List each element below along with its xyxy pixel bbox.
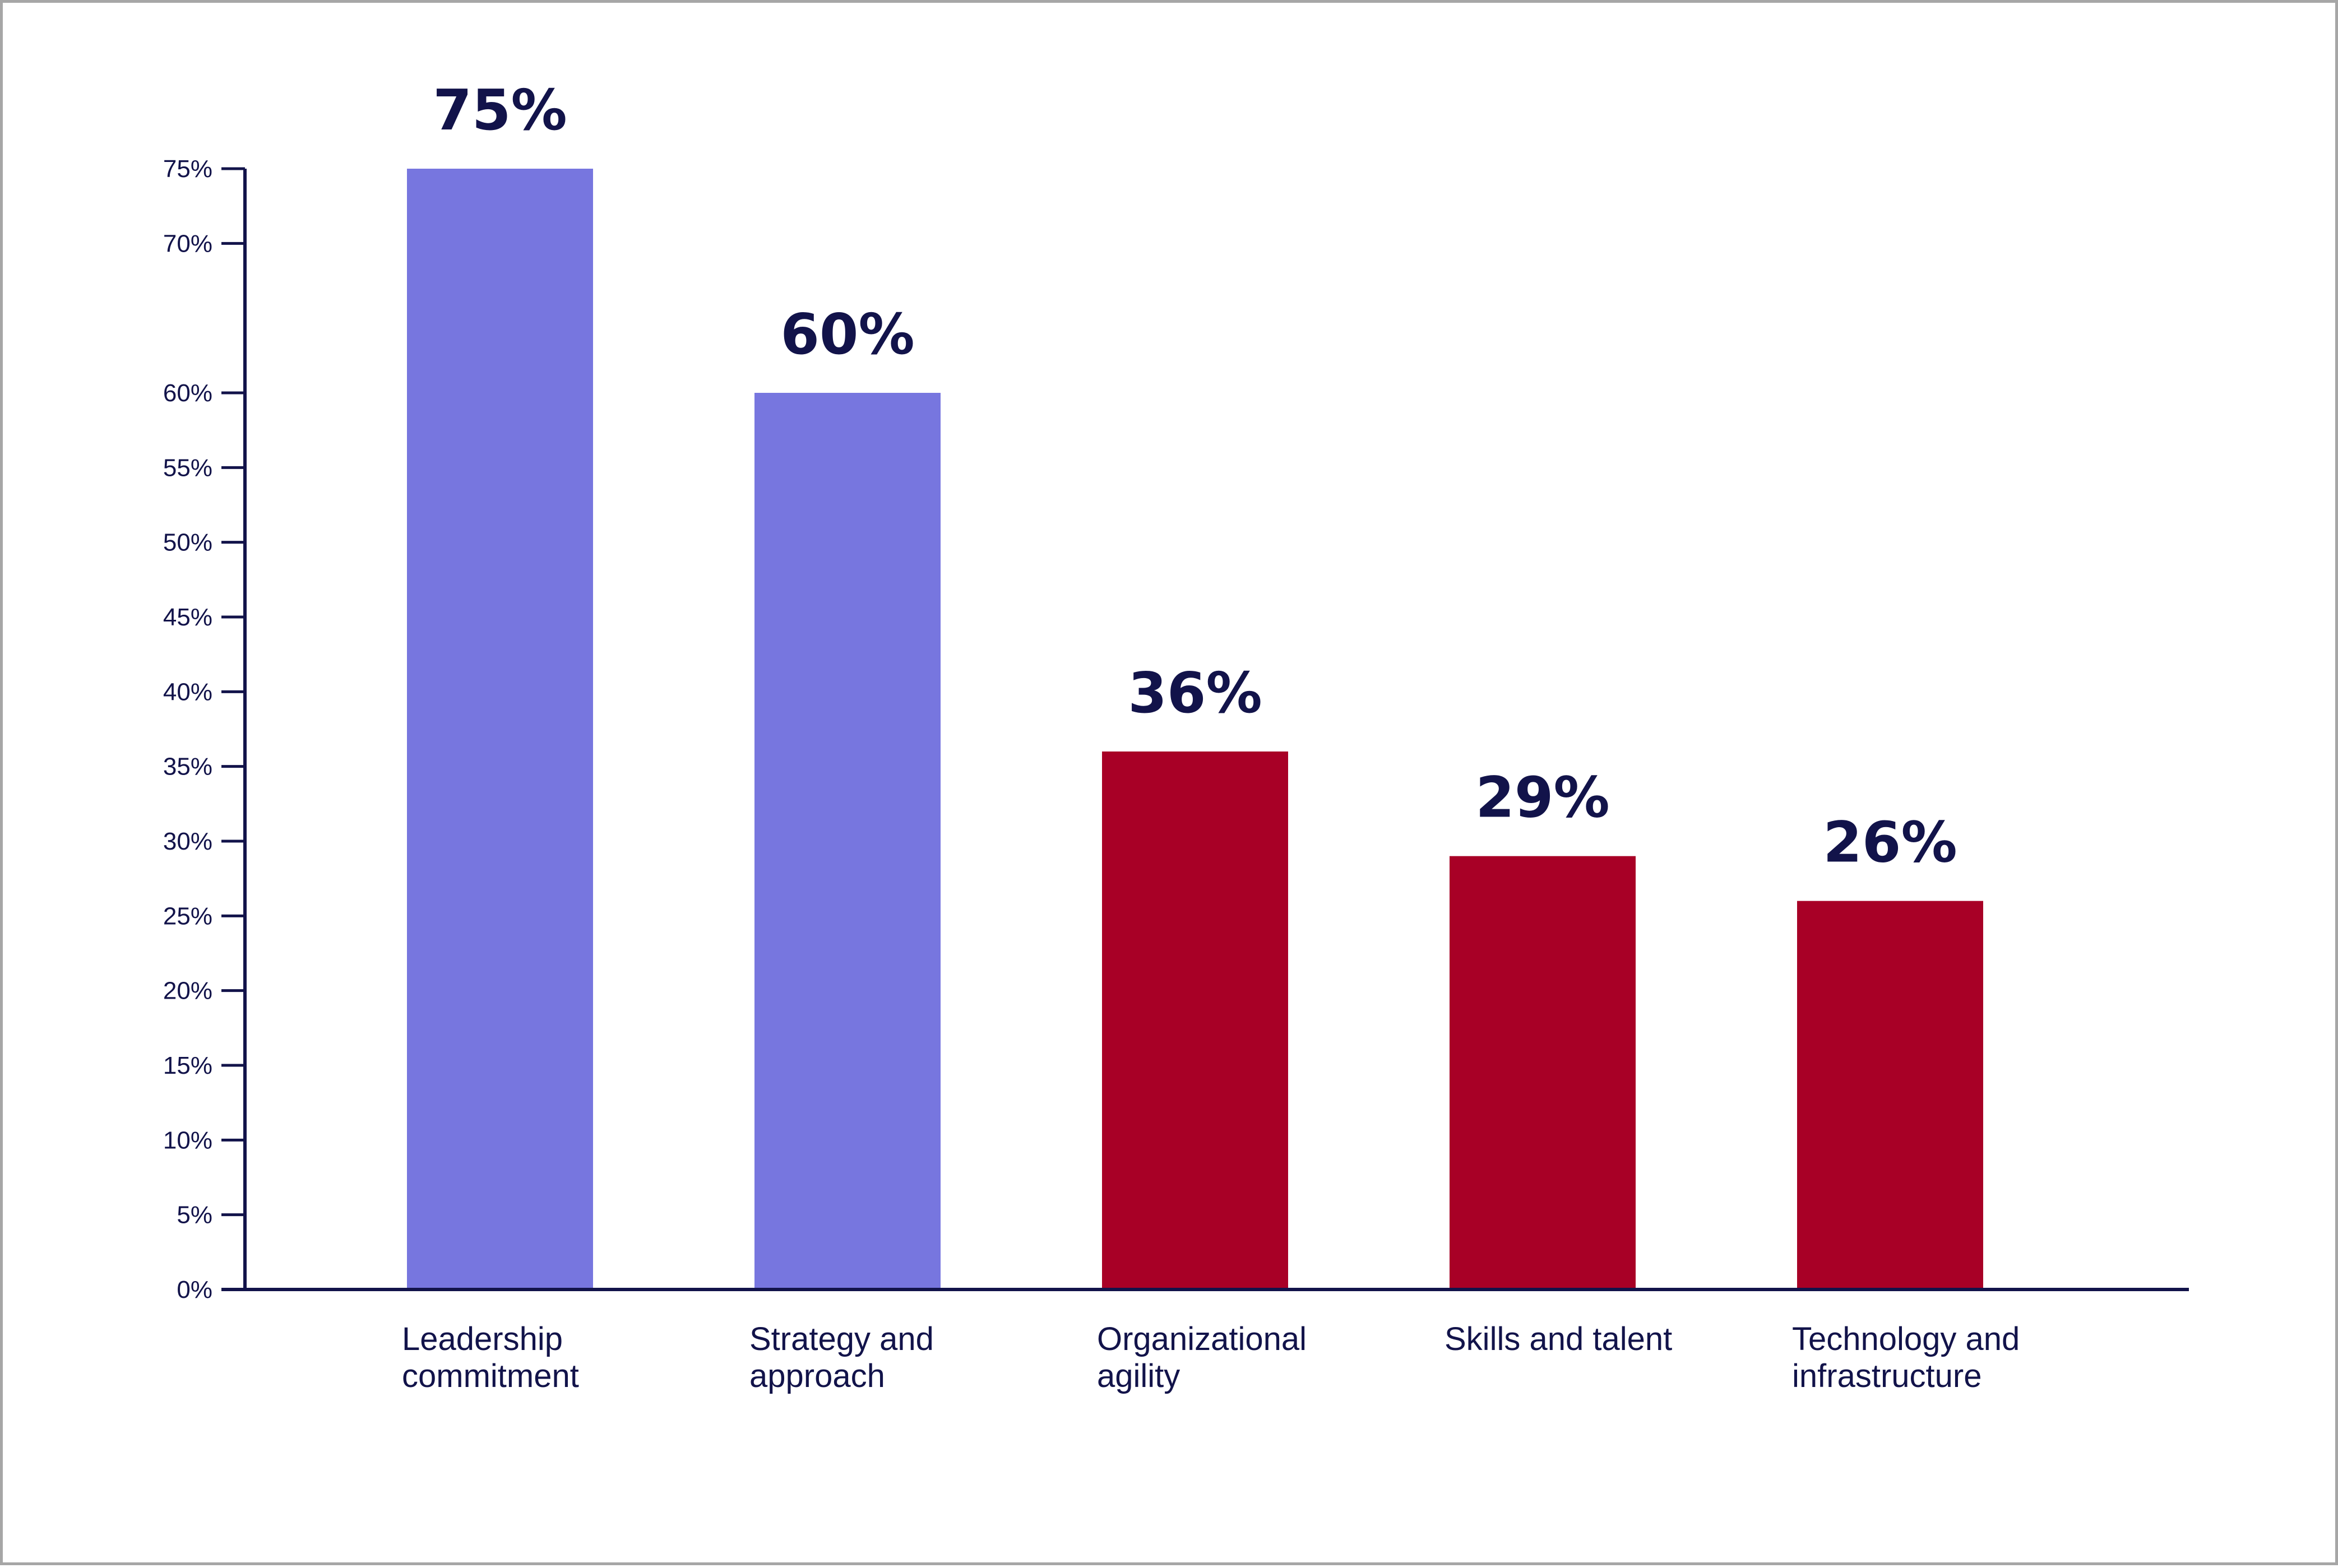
y-tick-label-45: 45% bbox=[163, 604, 212, 631]
category-label-5-line-1: Technology and bbox=[1792, 1321, 2020, 1357]
data-label-1: 75% bbox=[433, 77, 567, 143]
y-tick-label-40: 40% bbox=[163, 678, 212, 706]
y-tick-label-75: 75% bbox=[163, 155, 212, 183]
category-label-1-line-2: commitment bbox=[402, 1358, 579, 1394]
category-label-3-line-1: Organizational bbox=[1097, 1321, 1307, 1357]
bar-2 bbox=[754, 393, 941, 1289]
y-tick-label-70: 70% bbox=[163, 230, 212, 257]
category-label-5-line-2: infrastructure bbox=[1792, 1358, 1981, 1394]
y-tick-label-35: 35% bbox=[163, 753, 212, 781]
y-tick-label-5: 5% bbox=[177, 1201, 212, 1229]
bar-chart: 0% 5% 10% 15% 20% 25% 30% 35% 40% 45% 50% 55% 60% 70%… bbox=[163, 77, 2189, 1394]
category-label-2-line-1: Strategy and bbox=[749, 1321, 934, 1357]
y-tick-label-50: 50% bbox=[163, 529, 212, 556]
y-tick-label-10: 10% bbox=[163, 1126, 212, 1154]
category-label-4-line-1: Skills and talent bbox=[1445, 1321, 1672, 1357]
bar-1 bbox=[407, 169, 593, 1289]
data-label-3: 36% bbox=[1128, 660, 1262, 726]
y-ticks-group: 0% 5% 10% 15% 20% 25% 30% 35% 40% 45% 50% 55% 60% 70%… bbox=[163, 155, 245, 1303]
axes-group bbox=[221, 169, 2189, 1291]
category-label-1-line-1: Leadership bbox=[402, 1321, 563, 1357]
category-label-2-line-2: approach bbox=[749, 1358, 885, 1394]
data-label-4: 29% bbox=[1475, 765, 1609, 831]
y-tick-label-25: 25% bbox=[163, 902, 212, 930]
bar-3 bbox=[1102, 751, 1288, 1289]
bars-group bbox=[407, 169, 1983, 1289]
data-label-2: 60% bbox=[780, 301, 914, 367]
bar-4 bbox=[1450, 856, 1636, 1289]
y-tick-label-15: 15% bbox=[163, 1052, 212, 1079]
data-labels-group: 75% 60% 36% 29% 26% bbox=[433, 77, 1957, 875]
data-label-5: 26% bbox=[1823, 810, 1957, 875]
y-tick-label-30: 30% bbox=[163, 828, 212, 855]
y-tick-label-0: 0% bbox=[177, 1276, 212, 1303]
y-tick-label-55: 55% bbox=[163, 454, 212, 481]
y-tick-label-60: 60% bbox=[163, 379, 212, 407]
category-label-3-line-2: agility bbox=[1097, 1358, 1180, 1394]
bar-5 bbox=[1797, 901, 1983, 1289]
y-tick-label-20: 20% bbox=[163, 977, 212, 1005]
